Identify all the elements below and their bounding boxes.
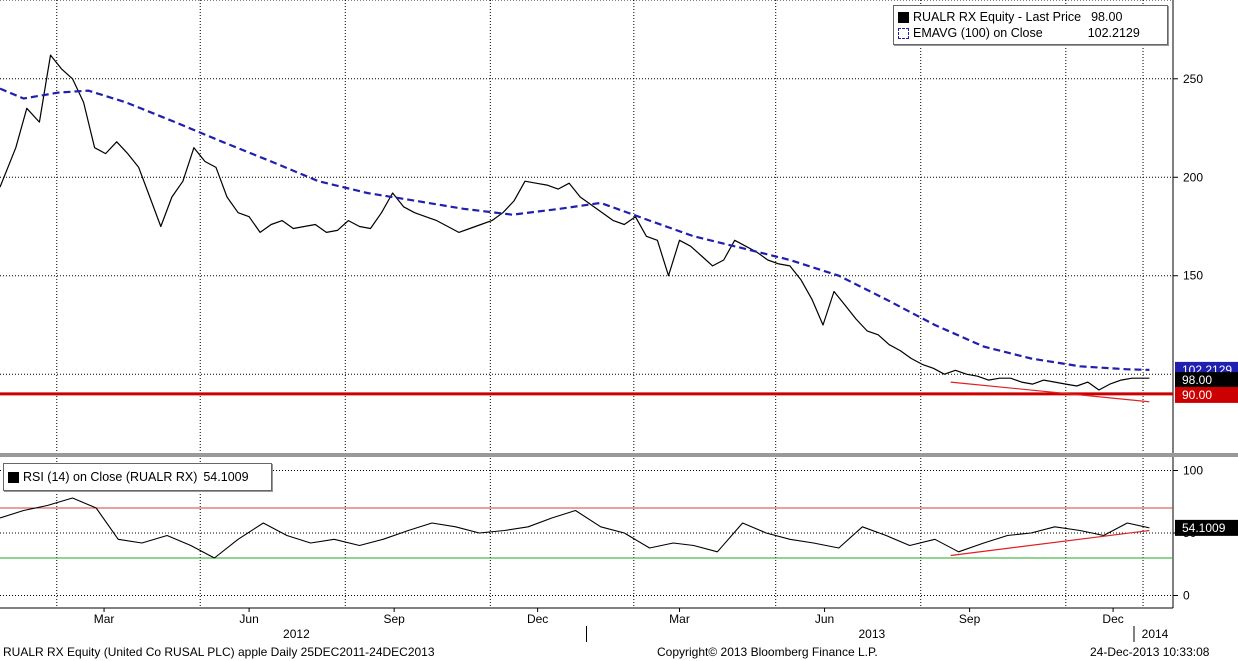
footer-left: RUALR RX Equity (United Co RUSAL PLC) ap… [3,645,435,659]
x-tick-label: Dec [527,612,548,626]
price-trendline [950,381,1150,403]
square-swatch-icon [8,471,19,483]
legend-row-price: RUALR RX Equity - Last Price 98.00 [898,9,1163,25]
legend-ema-value: 102.2129 [1087,26,1140,40]
rsi-value-tag: 54.1009 [1182,521,1226,535]
rsi-legend: RSI (14) on Close (RUALR RX) 54.1009 [3,463,272,491]
y-tick-label-main: 250 [1183,72,1203,86]
footer-right: 24-Dec-2013 10:33:08 [1090,645,1210,659]
x-tick-label: Mar [669,612,690,626]
support-value-tag: 90.00 [1182,388,1212,402]
x-tick-label: Mar [94,612,115,626]
legend-rsi-value: 54.1009 [203,470,249,484]
x-tick-label: Sep [383,612,405,626]
legend-row-rsi: RSI (14) on Close (RUALR RX) 54.1009 [8,469,267,485]
rsi-value-tag-bg [1175,519,1238,536]
year-label: 2013 [859,627,886,641]
x-tick-label: Jun [239,612,258,626]
panel-separator [0,453,1238,457]
year-label: 2012 [283,627,310,641]
y-tick-label-main: 150 [1183,269,1203,283]
price-series-line [0,54,1150,391]
legend-price-name: RUALR RX Equity - Last Price [913,10,1082,24]
footer-center: Copyright© 2013 Bloomberg Finance L.P. [657,645,878,659]
square-swatch-icon [898,11,909,23]
legend-row-ema: EMAVG (100) on Close 102.2129 [898,25,1163,41]
legend-ema-name: EMAVG (100) on Close [913,26,1043,40]
support-value-tag-bg [1175,386,1238,403]
legend-rsi-name: RSI (14) on Close (RUALR RX) [23,470,198,484]
x-tick-label: Dec [1102,612,1123,626]
price-value-tag-bg [1175,372,1238,389]
x-tick-label: Jun [815,612,834,626]
year-label: 2014 [1142,627,1169,641]
price-legend: RUALR RX Equity - Last Price 98.00 EMAVG… [893,5,1168,45]
dashed-swatch-icon [898,27,909,39]
legend-price-value: 98.00 [1091,10,1123,24]
price-value-tag: 98.00 [1182,373,1212,387]
rsi-trendline [950,529,1150,557]
ema-series-line [0,87,1150,371]
y-tick-label-rsi: 0 [1183,589,1190,603]
rsi-series-line [0,497,1150,559]
y-tick-label-main: 200 [1183,170,1203,184]
x-tick-label: Sep [959,612,981,626]
y-tick-label-rsi: 100 [1183,464,1203,478]
